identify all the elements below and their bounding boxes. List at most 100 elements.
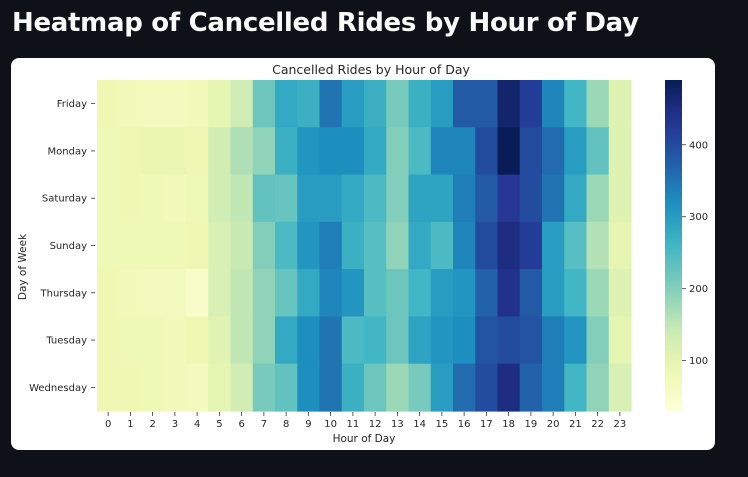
heatmap-cell bbox=[297, 174, 321, 223]
x-tick-label: 4 bbox=[194, 419, 200, 430]
y-tick-label: Thursday bbox=[40, 288, 88, 299]
heatmap-chart: Cancelled Rides by Hour of Day Friday Mon… bbox=[17, 62, 708, 445]
heatmap-cell bbox=[319, 269, 343, 318]
heatmap-cell bbox=[542, 127, 565, 176]
heatmap-cell bbox=[430, 316, 454, 365]
heatmap-cell bbox=[608, 316, 632, 365]
heatmap-cell bbox=[208, 221, 232, 270]
x-tick-label: 7 bbox=[261, 419, 267, 430]
heatmap-cell bbox=[453, 316, 476, 365]
heatmap-cell bbox=[586, 316, 610, 365]
colorbar-tick-label: 200 bbox=[689, 284, 708, 295]
y-tick-label: Friday bbox=[57, 99, 87, 110]
heatmap-cell bbox=[608, 221, 632, 270]
heatmap-cell bbox=[519, 363, 543, 412]
heatmap-cell bbox=[97, 174, 120, 223]
heatmap-cell bbox=[341, 174, 365, 223]
heatmap-cell bbox=[97, 269, 120, 318]
page-title: Heatmap of Cancelled Rides by Hour of Da… bbox=[12, 8, 639, 38]
heatmap-cell bbox=[519, 174, 543, 223]
heatmap-cell bbox=[319, 174, 343, 223]
heatmap-cell bbox=[453, 221, 476, 270]
x-tick-label: 15 bbox=[436, 419, 449, 430]
x-tick-label: 10 bbox=[324, 419, 337, 430]
heatmap-cell bbox=[252, 127, 276, 176]
chart-card: Cancelled Rides by Hour of Day Friday Mon… bbox=[11, 58, 715, 450]
heatmap-cell bbox=[497, 269, 521, 318]
y-tick-label: Sunday bbox=[50, 241, 87, 252]
heatmap-cell bbox=[275, 363, 298, 412]
heatmap-cell bbox=[341, 127, 365, 176]
heatmap-cell bbox=[564, 174, 588, 223]
x-tick-label: 14 bbox=[413, 419, 426, 430]
heatmap-cell bbox=[586, 80, 610, 128]
heatmap-cell bbox=[364, 316, 387, 365]
heatmap-cell bbox=[141, 174, 165, 223]
heatmap-cell bbox=[297, 316, 321, 365]
heatmap-cell bbox=[230, 363, 254, 412]
heatmap-cell bbox=[208, 316, 232, 365]
heatmap-cell bbox=[275, 269, 298, 318]
heatmap-cell bbox=[119, 174, 143, 223]
heatmap-cell bbox=[564, 316, 588, 365]
heatmap-cell bbox=[230, 127, 254, 176]
x-tick-label: 2 bbox=[149, 419, 155, 430]
heatmap-cell bbox=[208, 127, 232, 176]
heatmap-cell bbox=[519, 269, 543, 318]
y-tick-label: Wednesday bbox=[29, 383, 87, 394]
heatmap-cell bbox=[497, 174, 521, 223]
heatmap-cell bbox=[564, 269, 588, 318]
heatmap-cell bbox=[453, 363, 476, 412]
heatmap-cell bbox=[230, 174, 254, 223]
heatmap-cell bbox=[542, 269, 565, 318]
heatmap-cell bbox=[252, 316, 276, 365]
heatmap-cell bbox=[97, 363, 120, 412]
heatmap-cell bbox=[208, 80, 232, 128]
heatmap-cell bbox=[497, 316, 521, 365]
heatmap-cell bbox=[586, 127, 610, 176]
heatmap-cell bbox=[141, 363, 165, 412]
heatmap-cell bbox=[364, 127, 387, 176]
heatmap-cell bbox=[497, 221, 521, 270]
x-tick-label: 6 bbox=[238, 419, 244, 430]
heatmap-cell bbox=[586, 269, 610, 318]
heatmap-cell bbox=[341, 269, 365, 318]
x-tick-label: 12 bbox=[369, 419, 382, 430]
heatmap-cell bbox=[497, 127, 521, 176]
heatmap-cell bbox=[364, 221, 387, 270]
x-tick-label: 5 bbox=[216, 419, 222, 430]
heatmap-cell bbox=[364, 363, 387, 412]
heatmap-cell bbox=[608, 127, 632, 176]
heatmap-cell bbox=[608, 80, 632, 128]
heatmap-cell bbox=[186, 221, 209, 270]
heatmap-cell bbox=[252, 80, 276, 128]
heatmap-cell bbox=[408, 221, 432, 270]
x-tick-label: 20 bbox=[547, 419, 560, 430]
x-tick-label: 16 bbox=[458, 419, 471, 430]
heatmap-cell bbox=[564, 80, 588, 128]
heatmap-cell bbox=[163, 316, 187, 365]
colorbar-ticks: 100 200 300 400 bbox=[682, 140, 708, 367]
heatmap-cell bbox=[519, 127, 543, 176]
heatmap-cell bbox=[208, 363, 232, 412]
heatmap-cell bbox=[386, 316, 410, 365]
heatmap-cell bbox=[586, 221, 610, 270]
x-axis-label: Hour of Day bbox=[333, 433, 396, 445]
heatmap-cell bbox=[542, 316, 565, 365]
heatmap-cell bbox=[297, 127, 321, 176]
chart-title: Cancelled Rides by Hour of Day bbox=[272, 62, 470, 77]
heatmap-cell bbox=[497, 363, 521, 412]
heatmap-cell bbox=[586, 363, 610, 412]
heatmap-cell bbox=[475, 363, 499, 412]
x-tick-label: 13 bbox=[391, 419, 404, 430]
heatmap-cell bbox=[430, 80, 454, 128]
heatmap-cell bbox=[519, 80, 543, 128]
heatmap-cell bbox=[386, 221, 410, 270]
x-tick-label: 3 bbox=[172, 419, 178, 430]
heatmap-cell bbox=[608, 174, 632, 223]
heatmap-cell bbox=[475, 80, 499, 128]
heatmap-cell bbox=[252, 221, 276, 270]
heatmap-cell bbox=[97, 80, 120, 128]
heatmap-cell bbox=[119, 269, 143, 318]
heatmap-cell bbox=[408, 80, 432, 128]
